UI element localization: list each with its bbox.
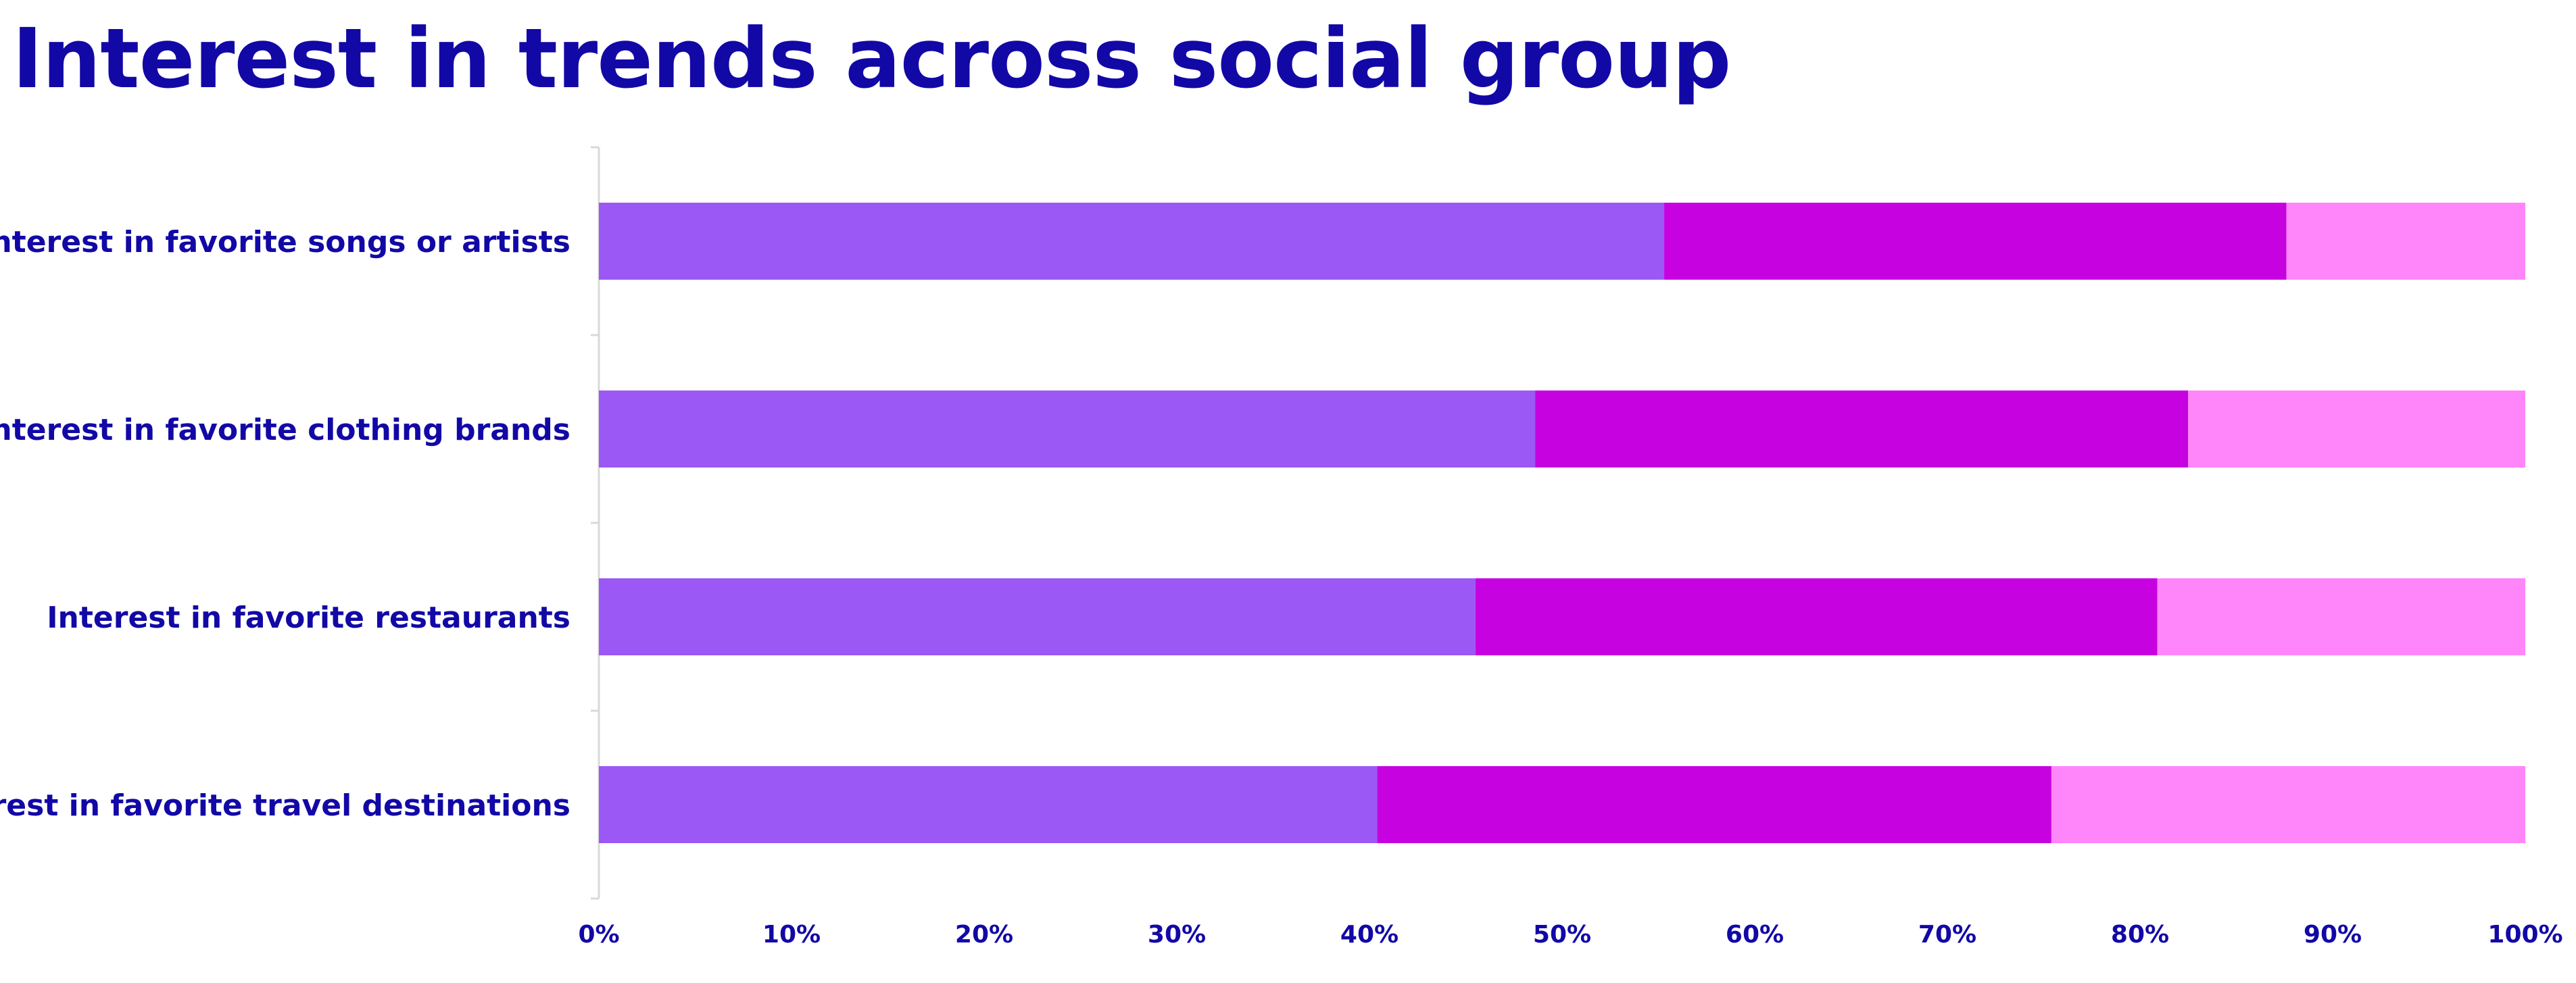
category-label: Interest in favorite restaurants — [47, 601, 570, 635]
category-label: Interest in favorite clothing brands — [0, 413, 570, 447]
bar-segment — [599, 766, 1378, 843]
bar-segment — [1475, 578, 2158, 655]
bar-segment — [2188, 390, 2525, 468]
bar-segment — [1377, 766, 2051, 843]
x-tick-label: 10% — [762, 921, 821, 949]
x-tick-label: 20% — [955, 921, 1013, 949]
x-tick-label: 100% — [2487, 921, 2562, 949]
labels-layer: 0% 10% 20% 30% 40% 50% 60% 70% 80% 90% 100% Interes… — [0, 225, 2563, 949]
x-tick-label: 30% — [1148, 921, 1206, 949]
category-label: Interest in favorite travel destinations — [0, 788, 570, 823]
bars-layer — [599, 203, 2525, 843]
x-tick-label: 80% — [2111, 921, 2169, 949]
bar-segment — [2051, 766, 2525, 843]
x-tick-label: 70% — [1918, 921, 1976, 949]
x-tick-label: 0% — [578, 921, 619, 949]
bar-segment — [1535, 390, 2189, 468]
bar-segment — [1664, 203, 2287, 280]
x-tick-label: 50% — [1533, 921, 1591, 949]
axis-layer — [591, 146, 600, 900]
category-label: Interest in favorite songs or artists — [0, 225, 570, 259]
bar-segment — [2157, 578, 2525, 655]
x-tick-label: 40% — [1340, 921, 1399, 949]
chart-title: Interest in trends across social group — [12, 11, 1731, 107]
x-tick-label: 90% — [2304, 921, 2362, 949]
bar-segment — [599, 203, 1665, 280]
bar-segment — [2286, 203, 2525, 280]
x-tick-label: 60% — [1726, 921, 1784, 949]
bar-segment — [599, 390, 1536, 468]
bar-segment — [599, 578, 1476, 655]
